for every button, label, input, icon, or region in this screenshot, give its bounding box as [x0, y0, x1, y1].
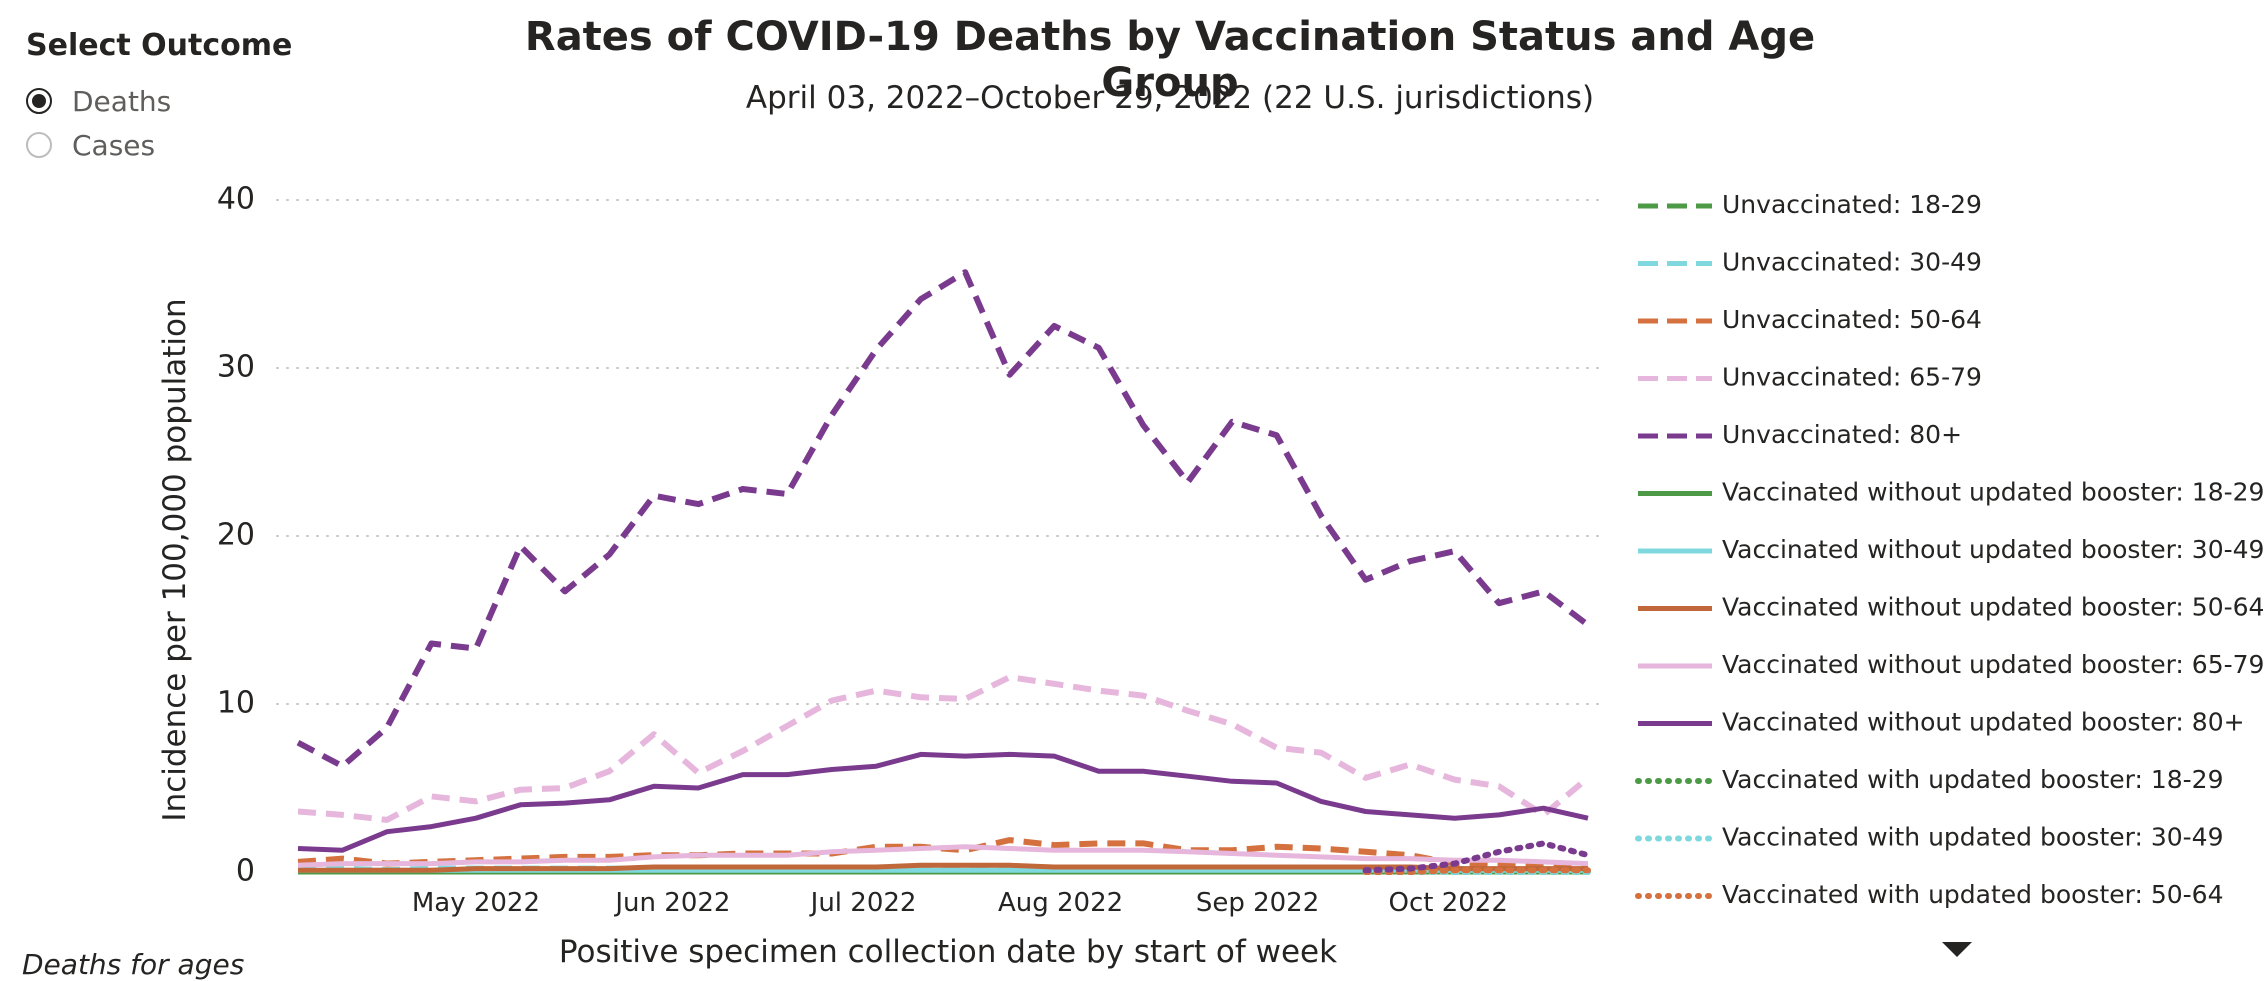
legend-label: Vaccinated without updated booster: 50-6… [1722, 593, 2264, 622]
series-line-4 [297, 674, 1590, 823]
legend-label: Vaccinated without updated booster: 18-2… [1722, 478, 2264, 507]
chart-subtitle: April 03, 2022–October 29, 2022 (22 U.S.… [745, 80, 1595, 116]
legend: Unvaccinated: 18-29 Unvaccinated: 30-49 Un… [1635, 190, 2264, 909]
legend-item[interactable]: Vaccinated without updated booster: 80+ [1638, 708, 2245, 737]
y-tick-label: 10 [217, 686, 255, 721]
series-line-13 [1362, 867, 1591, 875]
legend-item[interactable]: Unvaccinated: 50-64 [1638, 305, 1982, 334]
y-tick-label: 40 [217, 182, 255, 217]
legend-label: Vaccinated without updated booster: 65-7… [1722, 650, 2264, 679]
outcome-option-label: Deaths [72, 84, 172, 118]
outcome-option-deaths[interactable]: Deaths [26, 79, 326, 123]
legend-label: Unvaccinated: 30-49 [1722, 248, 1982, 277]
legend-item[interactable]: Unvaccinated: 80+ [1638, 420, 1962, 449]
legend-item[interactable]: Unvaccinated: 30-49 [1638, 248, 1982, 277]
legend-item[interactable]: Vaccinated without updated booster: 30-4… [1638, 535, 2264, 564]
x-axis-title: Positive specimen collection date by sta… [559, 934, 1337, 970]
x-tick-label: May 2022 [412, 888, 540, 918]
legend-scroll-down-icon[interactable] [1942, 942, 1972, 957]
legend-label: Unvaccinated: 65-79 [1722, 363, 1982, 392]
series-line-9 [297, 844, 1589, 868]
legend-label: Vaccinated with updated booster: 18-29 [1722, 765, 2224, 794]
legend-item[interactable]: Unvaccinated: 65-79 [1638, 363, 1982, 392]
legend-label: Vaccinated without updated booster: 80+ [1722, 708, 2245, 737]
series-line-14 [1362, 840, 1591, 874]
legend-item[interactable]: Vaccinated with updated booster: 50-64 [1635, 880, 2224, 909]
footnote: Deaths for ages [22, 948, 245, 981]
y-axis-ticks: 0 10 20 30 40 [217, 182, 255, 889]
legend-label: Vaccinated without updated booster: 30-4… [1722, 535, 2264, 564]
outcome-selector-title: Select Outcome [26, 28, 293, 63]
legend-label: Unvaccinated: 50-64 [1722, 305, 1982, 334]
legend-label: Unvaccinated: 18-29 [1722, 190, 1982, 219]
y-axis-title: Incidence per 100,000 population [157, 298, 193, 821]
legend-item[interactable]: Vaccinated without updated booster: 50-6… [1638, 593, 2264, 622]
legend-label: Unvaccinated: 80+ [1722, 420, 1962, 449]
deaths-radio[interactable] [26, 88, 52, 114]
outcome-option-label: Cases [72, 128, 156, 162]
cases-radio[interactable] [26, 132, 52, 158]
legend-item[interactable]: Vaccinated without updated booster: 65-7… [1638, 650, 2264, 679]
legend-item[interactable]: Vaccinated with updated booster: 18-29 [1635, 765, 2224, 794]
legend-item[interactable]: Vaccinated without updated booster: 18-2… [1638, 478, 2264, 507]
x-tick-label: Sep 2022 [1196, 888, 1319, 918]
y-tick-label: 20 [217, 518, 255, 553]
outcome-option-cases[interactable]: Cases [26, 123, 326, 167]
legend-item[interactable]: Unvaccinated: 18-29 [1638, 190, 1982, 219]
y-tick-label: 30 [217, 350, 255, 385]
series-line-10 [297, 751, 1589, 853]
series-line-5 [296, 269, 1590, 770]
series-line-8 [298, 862, 1588, 873]
series-lines [296, 269, 1591, 875]
chart-title: Rates of COVID-19 Deaths by Vaccination … [524, 14, 1816, 106]
legend-item[interactable]: Vaccinated with updated booster: 30-49 [1635, 823, 2224, 852]
y-tick-label: 0 [236, 854, 255, 889]
x-tick-label: Aug 2022 [998, 888, 1123, 918]
x-tick-label: Jun 2022 [613, 888, 730, 918]
outcome-selector: Select Outcome Deaths Cases [26, 28, 326, 167]
x-tick-label: Oct 2022 [1389, 888, 1508, 918]
legend-label: Vaccinated with updated booster: 30-49 [1722, 823, 2224, 852]
legend-label: Vaccinated with updated booster: 50-64 [1722, 880, 2224, 909]
gridlines [276, 199, 1603, 705]
x-axis-ticks: May 2022 Jun 2022 Jul 2022 Aug 2022 Sep 2022… [412, 888, 1508, 918]
x-tick-label: Jul 2022 [809, 888, 917, 918]
